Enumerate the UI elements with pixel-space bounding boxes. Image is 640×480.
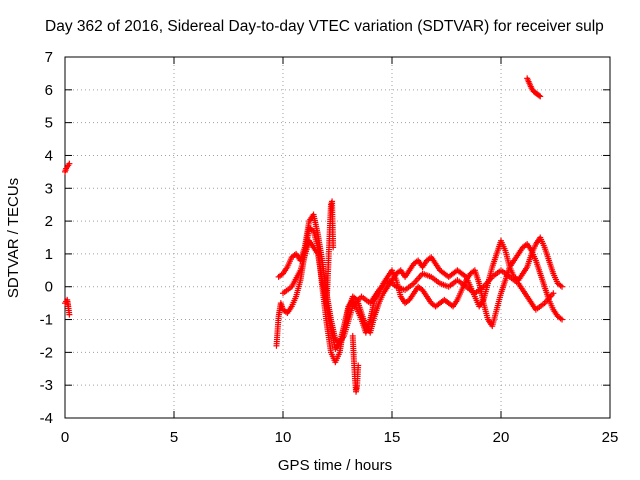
y-tick-label: 3 — [45, 180, 53, 197]
data-point — [66, 160, 73, 167]
y-tick-label: -1 — [40, 312, 53, 329]
y-axis-label: SDTVAR / TECUs — [5, 178, 22, 298]
x-tick-label: 5 — [170, 429, 178, 446]
data-point — [559, 316, 566, 323]
x-tick-label: 15 — [384, 429, 401, 446]
data-point — [536, 92, 543, 99]
x-tick-label: 25 — [602, 429, 619, 446]
tick-layer: 0 5 10 15 20 25 -4 -3 -2 -1 0 1 2 3 4 5 6 7 — [40, 49, 619, 446]
grid-layer — [65, 57, 610, 418]
y-tick-label: 5 — [45, 115, 53, 132]
frame-layer — [64, 56, 611, 419]
x-tick-label: 10 — [275, 429, 292, 446]
plot-frame — [64, 56, 611, 419]
points-layer — [62, 75, 566, 395]
x-tick-label: 0 — [61, 429, 69, 446]
data-point — [355, 362, 362, 369]
y-tick-label: 4 — [45, 147, 53, 164]
data-point — [550, 290, 557, 297]
chart-title: Day 362 of 2016, Sidereal Day-to-day VTE… — [45, 18, 604, 35]
y-tick-label: 1 — [45, 246, 53, 263]
x-axis-label: GPS time / hours — [278, 457, 392, 474]
y-tick-label: 7 — [45, 49, 53, 66]
data-point — [66, 311, 73, 318]
y-tick-label: 6 — [45, 82, 53, 99]
x-tick-label: 20 — [493, 429, 510, 446]
data-point — [559, 283, 566, 290]
data-point — [537, 93, 544, 100]
y-tick-label: -3 — [40, 377, 53, 394]
y-tick-label: -2 — [40, 344, 53, 361]
y-tick-label: 2 — [45, 213, 53, 230]
y-tick-label: -4 — [40, 410, 53, 427]
y-tick-label: 0 — [45, 279, 53, 296]
data-point — [330, 244, 337, 251]
